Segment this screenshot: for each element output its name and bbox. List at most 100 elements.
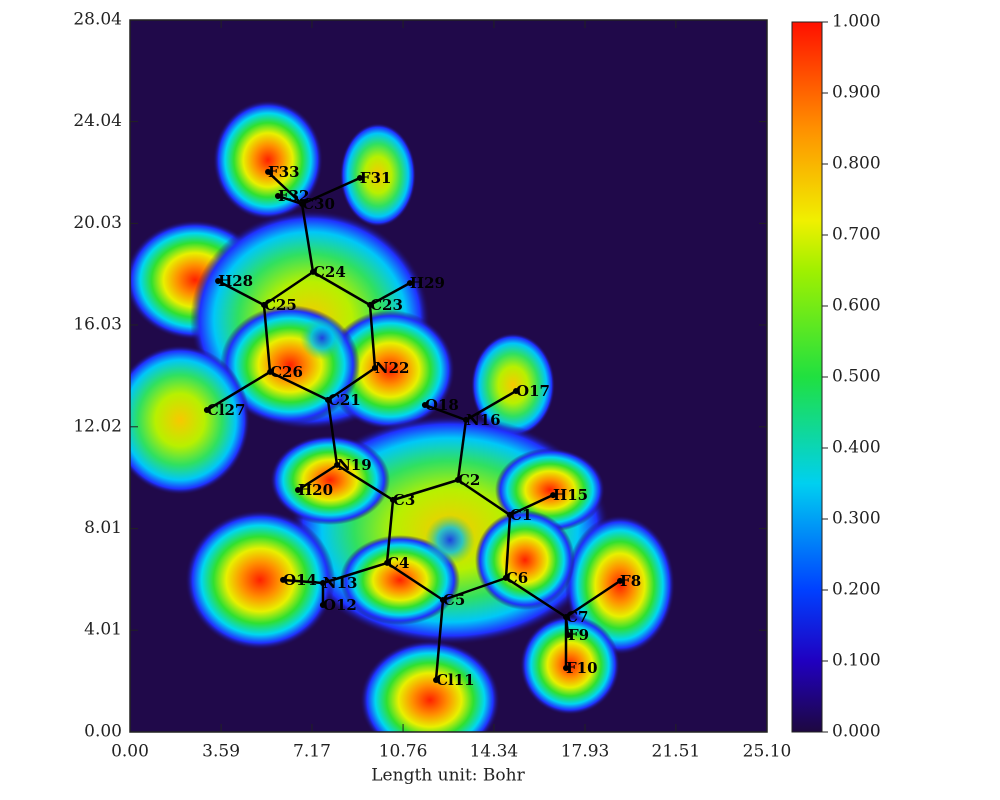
bond xyxy=(301,176,361,206)
bond xyxy=(465,389,517,422)
y-tick-label: 4.01 xyxy=(84,620,122,640)
atom xyxy=(309,268,316,275)
colorbar-tick-label: 0.600 xyxy=(832,296,881,316)
bond xyxy=(282,578,324,585)
atom-label: N13 xyxy=(323,574,358,592)
bond xyxy=(457,478,511,517)
bonds xyxy=(206,171,621,681)
y-tick-label: 20.03 xyxy=(73,213,122,233)
atom-label: C4 xyxy=(387,554,409,572)
bond xyxy=(368,304,377,369)
y-tick-label: 24.04 xyxy=(73,111,122,131)
atom xyxy=(324,396,331,403)
atom-label: H28 xyxy=(218,272,253,290)
atom xyxy=(215,278,222,285)
atom xyxy=(563,665,570,672)
atom xyxy=(295,487,302,494)
y-tick-label: 16.03 xyxy=(73,314,122,334)
atom xyxy=(280,576,287,583)
atom xyxy=(502,574,509,581)
x-tick-label: 7.17 xyxy=(293,742,331,762)
atom xyxy=(367,301,374,308)
atom-label: H15 xyxy=(553,486,588,504)
atom-label: F8 xyxy=(620,572,641,590)
atom xyxy=(260,301,267,308)
atom-label: C21 xyxy=(328,391,361,409)
atom-label: Cl27 xyxy=(207,401,246,419)
bond xyxy=(386,561,444,602)
bond xyxy=(336,463,394,502)
atom-label: F31 xyxy=(360,169,392,187)
colorbar xyxy=(791,21,823,733)
colorbar-tick-label: 0.200 xyxy=(832,580,881,600)
atom-label: N22 xyxy=(375,359,410,377)
atom xyxy=(506,511,513,518)
atom xyxy=(267,368,274,375)
colorbar-tick-label: 0.800 xyxy=(832,154,881,174)
x-tick-label: 0.00 xyxy=(111,742,149,762)
atom xyxy=(274,192,281,199)
atom xyxy=(265,168,272,175)
bond xyxy=(267,171,303,205)
atom xyxy=(319,602,326,609)
bond xyxy=(424,403,467,422)
atom-label: O17 xyxy=(516,382,550,400)
atom xyxy=(334,461,341,468)
colorbar-tick-label: 0.100 xyxy=(832,651,881,671)
x-tick-label: 21.51 xyxy=(652,742,701,762)
atom-label: C25 xyxy=(264,296,297,314)
colorbar-tick-label: 0.400 xyxy=(832,438,881,458)
bond xyxy=(385,499,395,564)
atom-label: C5 xyxy=(443,591,465,609)
bond xyxy=(217,279,265,307)
bond xyxy=(322,561,388,585)
bond xyxy=(206,370,271,412)
x-tick-label: 10.76 xyxy=(379,742,428,762)
colorbar-tick-label: 0.300 xyxy=(832,509,881,529)
bond xyxy=(456,419,468,481)
atom xyxy=(299,200,306,207)
atom-label: O18 xyxy=(425,396,459,414)
atom xyxy=(406,280,413,287)
bond xyxy=(269,370,329,402)
heatmap xyxy=(130,100,675,732)
colorbar-tick-label: 0.700 xyxy=(832,225,881,245)
atom-label: H20 xyxy=(298,481,333,499)
bond xyxy=(262,304,272,373)
bond xyxy=(297,463,338,492)
colorbar-tick-label: 0.500 xyxy=(832,367,881,387)
y-tick-label: 28.04 xyxy=(73,10,122,30)
atom xyxy=(319,579,326,586)
colorbar-tick-label: 0.000 xyxy=(832,722,881,742)
x-tick-label: 25.10 xyxy=(743,742,792,762)
atom-label: F9 xyxy=(568,626,589,644)
atom xyxy=(439,596,446,603)
atom-label: O12 xyxy=(323,596,357,614)
atom-label: F33 xyxy=(268,163,300,181)
bond xyxy=(312,270,371,307)
atom xyxy=(513,387,520,394)
plot-frame xyxy=(129,19,768,733)
atom xyxy=(356,174,363,181)
atom xyxy=(565,632,572,639)
atom-label: C3 xyxy=(393,491,415,509)
bond xyxy=(277,194,303,206)
atom xyxy=(384,559,391,566)
atom xyxy=(433,676,440,683)
bond xyxy=(565,579,621,619)
atom-label: F10 xyxy=(566,659,598,677)
atom xyxy=(389,496,396,503)
atom xyxy=(563,613,570,620)
y-tick-label: 8.01 xyxy=(84,518,122,538)
atom xyxy=(454,476,461,483)
atom-label: C26 xyxy=(270,363,303,381)
y-tick-label: 0.00 xyxy=(84,722,122,742)
atom-label: C23 xyxy=(370,296,403,314)
atom xyxy=(371,364,378,371)
atom xyxy=(617,577,624,584)
x-tick-label: 3.59 xyxy=(202,742,240,762)
x-tick-label: 17.93 xyxy=(561,742,610,762)
bond xyxy=(369,281,411,307)
